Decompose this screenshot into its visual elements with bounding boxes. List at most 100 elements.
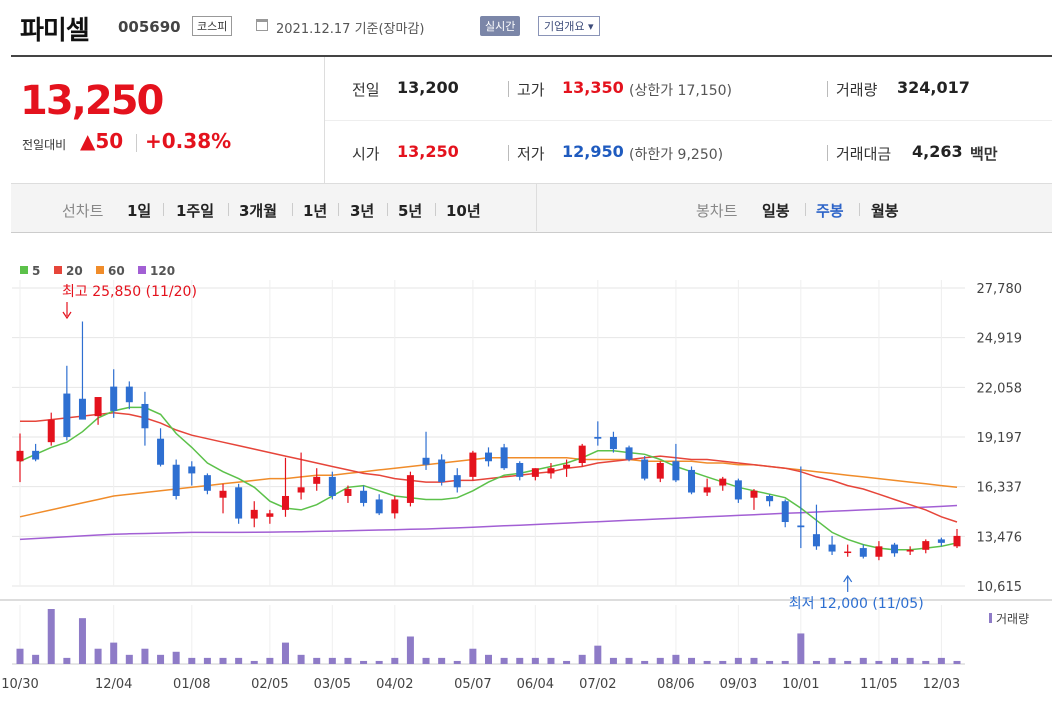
period-5y[interactable]: 5년 bbox=[398, 202, 423, 220]
candle-body bbox=[859, 548, 867, 557]
period-3m[interactable]: 3개월 bbox=[239, 202, 278, 220]
change-label: 전일대비 bbox=[22, 138, 67, 152]
x-tick-label: 05/07 bbox=[454, 677, 491, 692]
candle-body bbox=[188, 466, 196, 474]
price-divider bbox=[324, 57, 325, 183]
candle-body bbox=[672, 461, 680, 481]
high-annotation: 최고 25,850 (11/20) bbox=[62, 284, 197, 300]
candle-body bbox=[485, 452, 492, 462]
x-tick-label: 09/03 bbox=[720, 677, 757, 692]
amount-unit: 백만 bbox=[970, 145, 998, 163]
volume-bar bbox=[953, 660, 961, 664]
x-tick-label: 07/02 bbox=[579, 677, 616, 692]
y-tick-label: 22,058 bbox=[977, 381, 1023, 396]
volume-value: 324,017 bbox=[897, 78, 970, 97]
candle-body bbox=[797, 525, 805, 528]
period-1y[interactable]: 1년 bbox=[303, 202, 328, 220]
candle-body bbox=[360, 490, 368, 503]
candle-body bbox=[656, 462, 664, 479]
volume-bar bbox=[188, 657, 196, 664]
volume-bar bbox=[141, 648, 149, 664]
candle-body bbox=[906, 549, 914, 552]
candle-body bbox=[766, 495, 774, 502]
current-price: 13,250 bbox=[20, 78, 164, 124]
volume-bar bbox=[453, 660, 461, 664]
candle-body bbox=[438, 459, 446, 483]
chart-period-bar bbox=[11, 183, 1052, 233]
separator bbox=[228, 203, 229, 216]
volume-legend-label: 거래량 bbox=[996, 612, 1029, 626]
candle-body bbox=[328, 476, 336, 496]
low-label: 저가 bbox=[517, 145, 545, 163]
legend-swatch bbox=[20, 266, 28, 274]
y-tick-label: 27,780 bbox=[977, 282, 1023, 297]
separator bbox=[859, 203, 860, 216]
separator bbox=[827, 81, 828, 97]
candle-body bbox=[922, 541, 930, 550]
volume-bar bbox=[547, 657, 555, 664]
realtime-button[interactable]: 실시간 bbox=[480, 16, 521, 36]
volume-bar bbox=[344, 657, 352, 664]
candle-body bbox=[812, 534, 820, 547]
low-value: 12,950 bbox=[562, 142, 624, 161]
legend-label: 5 bbox=[32, 264, 40, 278]
x-tick-label: 10/30 bbox=[1, 677, 38, 692]
separator bbox=[508, 81, 509, 97]
period-1d[interactable]: 1일 bbox=[127, 202, 152, 220]
x-tick-label: 12/04 bbox=[95, 677, 132, 692]
candle-body bbox=[703, 487, 711, 493]
candle-body bbox=[625, 447, 633, 460]
x-tick-label: 01/08 bbox=[173, 677, 210, 692]
low-arrow-head bbox=[843, 574, 853, 583]
legend-swatch bbox=[54, 266, 62, 274]
amount-label: 거래대금 bbox=[836, 145, 892, 163]
candle-weekly[interactable]: 주봉 bbox=[816, 202, 844, 220]
candle-body bbox=[141, 403, 149, 429]
y-tick-label: 19,197 bbox=[977, 431, 1023, 446]
candle-body bbox=[875, 546, 883, 557]
volume-bar bbox=[360, 660, 368, 664]
period-3y[interactable]: 3년 bbox=[350, 202, 375, 220]
volume-bar bbox=[297, 654, 305, 664]
period-10y[interactable]: 10년 bbox=[446, 202, 481, 220]
open-label: 시가 bbox=[352, 145, 380, 163]
price-chart[interactable]: 거래량 27,780 24,919 22,058 19,197 16,337 13,476… bbox=[0, 240, 1052, 704]
candle-body bbox=[937, 539, 945, 543]
legend-label: 20 bbox=[66, 264, 83, 278]
change-separator bbox=[136, 134, 137, 152]
candle-body bbox=[94, 397, 102, 417]
candle-body bbox=[641, 459, 649, 479]
x-tick-label: 04/02 bbox=[376, 677, 413, 692]
candle-body bbox=[531, 468, 539, 477]
x-tick-label: 11/05 bbox=[860, 677, 897, 692]
volume-bar bbox=[469, 648, 477, 664]
candle-body bbox=[250, 509, 258, 519]
volume-bar bbox=[766, 660, 774, 664]
volume-bar bbox=[328, 657, 336, 664]
x-tick-label: 02/05 bbox=[251, 677, 288, 692]
low-annotation: 최저 12,000 (11/05) bbox=[789, 596, 924, 612]
candle-body bbox=[157, 438, 165, 465]
candle-monthly[interactable]: 월봉 bbox=[871, 202, 899, 220]
volume-bar bbox=[719, 660, 727, 664]
candle-body bbox=[16, 450, 24, 462]
volume-bar bbox=[203, 657, 211, 664]
volume-bar bbox=[625, 657, 633, 664]
volume-bar bbox=[609, 657, 617, 664]
calendar-icon bbox=[256, 19, 268, 31]
separator bbox=[387, 203, 388, 216]
candle-body bbox=[953, 535, 961, 547]
period-1w[interactable]: 1주일 bbox=[176, 202, 215, 220]
candle-body bbox=[781, 501, 789, 523]
candle-body bbox=[281, 495, 289, 510]
volume-bar bbox=[844, 660, 852, 664]
candle-body bbox=[609, 436, 617, 450]
candle-daily[interactable]: 일봉 bbox=[762, 202, 790, 220]
legend-swatch bbox=[138, 266, 146, 274]
volume-bar bbox=[734, 657, 742, 664]
company-overview-dropdown[interactable]: 기업개요 ▾ bbox=[538, 16, 600, 36]
candle-body bbox=[453, 475, 461, 488]
volume-bar bbox=[750, 657, 758, 664]
volume-bar bbox=[422, 657, 430, 664]
candle-body bbox=[516, 462, 524, 477]
